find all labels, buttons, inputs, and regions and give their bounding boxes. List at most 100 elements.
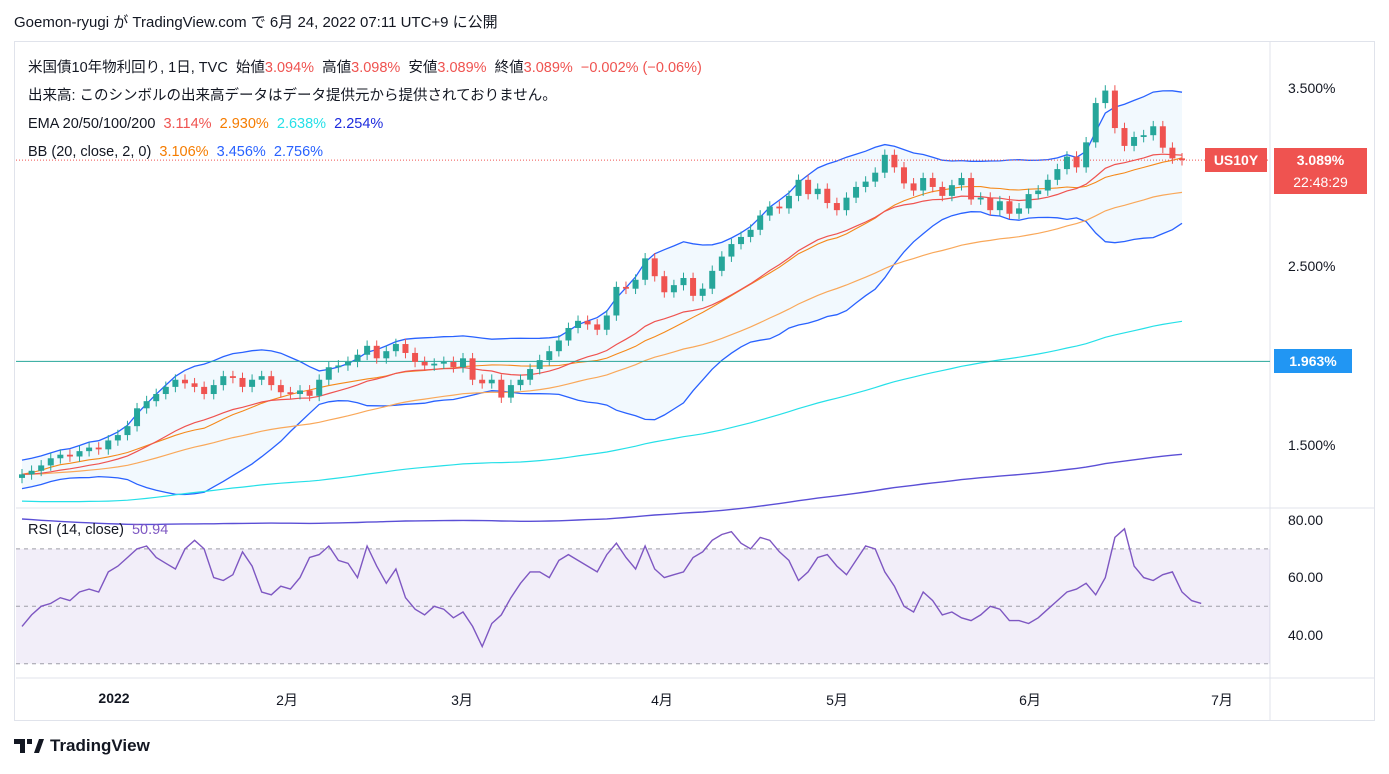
- candle-body: [316, 379, 323, 396]
- ema50-line: [21, 191, 1183, 475]
- ema100-value: 2.638%: [276, 116, 327, 132]
- low-label: 安値: [408, 60, 438, 76]
- candle-body: [239, 377, 246, 387]
- candle-body: [277, 385, 284, 393]
- rsi-value: 50.94: [131, 522, 169, 538]
- time-axis-label: 2022: [98, 690, 130, 706]
- candle-body: [268, 376, 275, 386]
- rsi-axis-label: 40.00: [1288, 627, 1324, 643]
- candle-body: [450, 361, 457, 368]
- last-price-tag[interactable]: 3.089% 22:48:29: [1274, 148, 1367, 194]
- candle-body: [766, 206, 773, 216]
- candle-body: [785, 195, 792, 209]
- candle-body: [738, 236, 745, 245]
- candle-body: [181, 379, 188, 384]
- candle-body: [364, 345, 371, 355]
- open-label: 始値: [235, 60, 265, 76]
- candle-body: [718, 256, 725, 271]
- bb-lower-line: [21, 211, 1183, 496]
- time-axis-label: 6月: [1019, 692, 1041, 708]
- candle-body: [488, 379, 495, 384]
- candle-body: [1121, 128, 1128, 146]
- rsi-label[interactable]: RSI (14, close): [28, 522, 124, 538]
- rsi-legend: RSI (14, close) 50.94: [28, 522, 168, 538]
- high-value: 3.098%: [351, 60, 401, 76]
- candle-body: [555, 340, 562, 352]
- time-axis-label: 4月: [651, 692, 673, 708]
- bb-upper-value: 3.456%: [216, 144, 266, 160]
- candle-body: [86, 447, 93, 452]
- candle-body: [162, 386, 169, 395]
- candle-body: [1102, 90, 1109, 104]
- price-axis-label: 1.500%: [1288, 437, 1336, 453]
- candle-body: [1035, 190, 1042, 195]
- candle-body: [507, 385, 514, 398]
- symbol-label: 米国債10年物利回り, 1日, TVC: [28, 60, 228, 76]
- candle-body: [28, 470, 35, 475]
- bb-basis-line: [21, 157, 1183, 475]
- price-axis-label: 3.500%: [1288, 80, 1336, 96]
- candle-body: [479, 379, 486, 384]
- bb-lower-value: 2.756%: [273, 144, 324, 160]
- candle-body: [977, 197, 984, 200]
- candle-body: [1131, 136, 1138, 146]
- candle-body: [1054, 169, 1061, 180]
- ema-label[interactable]: EMA 20/50/100/200: [28, 116, 156, 132]
- candle-body: [929, 178, 936, 187]
- candle-body: [1063, 156, 1070, 170]
- candle-body: [124, 426, 131, 436]
- candle-body: [661, 276, 668, 293]
- volume-note: 出来高: このシンボルの出来高データはデータ提供元から提供されておりません。: [28, 88, 557, 104]
- candle-body: [114, 435, 121, 441]
- candle-body: [565, 327, 572, 341]
- candle-body: [498, 379, 505, 398]
- candle-body: [383, 351, 390, 359]
- candle-body: [392, 344, 399, 352]
- bb-label[interactable]: BB (20, close, 2, 0): [28, 144, 152, 160]
- candle-body: [747, 229, 754, 237]
- candle-body: [1016, 208, 1023, 214]
- brand-text: TradingView: [50, 736, 150, 755]
- candle-body: [76, 451, 83, 457]
- candle-body: [517, 379, 524, 386]
- symbol-tag[interactable]: US10Y: [1205, 148, 1267, 172]
- candle-body: [881, 154, 888, 173]
- candle-body: [1044, 179, 1051, 191]
- ema50-value: 2.930%: [219, 116, 269, 132]
- candle-body: [872, 172, 879, 182]
- open-value: 3.094%: [264, 60, 315, 76]
- candle-body: [613, 286, 620, 316]
- high-label: 高値: [322, 60, 352, 76]
- close-label: 終値: [494, 60, 524, 76]
- candle-body: [459, 358, 466, 368]
- close-value: 3.089%: [523, 60, 573, 76]
- candle-body: [1073, 156, 1080, 168]
- candle-body: [249, 379, 256, 387]
- candle-body: [57, 454, 64, 459]
- candle-body: [757, 215, 764, 230]
- candle-body: [412, 352, 419, 362]
- hline-price-tag[interactable]: 1.963%: [1274, 349, 1352, 373]
- ema20-value: 3.114%: [163, 116, 212, 132]
- candle-body: [910, 183, 917, 191]
- footer-brand[interactable]: TradingView: [14, 736, 150, 756]
- candle-body: [920, 178, 927, 191]
- candle-body: [287, 392, 294, 395]
- candle-body: [153, 394, 160, 402]
- ohlc-row: 米国債10年物利回り, 1日, TVC 始値3.094% 高値3.098% 安値…: [28, 54, 702, 82]
- change-value: −0.002% (−0.06%): [580, 60, 702, 76]
- candle-body: [229, 376, 236, 378]
- chart-frame[interactable]: [14, 41, 1375, 721]
- ema200-value: 2.254%: [334, 116, 384, 132]
- candle-body: [651, 258, 658, 277]
- candle-body: [47, 458, 54, 466]
- candle-body: [1140, 135, 1147, 137]
- publish-line: Goemon-ryugi が TradingView.com で 6月 24, …: [14, 14, 498, 31]
- candle-body: [622, 286, 629, 289]
- candle-body: [843, 197, 850, 211]
- time-axis-label: 3月: [451, 692, 473, 708]
- candle-body: [258, 376, 265, 380]
- rsi-axis-label: 60.00: [1288, 569, 1324, 585]
- candle-body: [709, 270, 716, 289]
